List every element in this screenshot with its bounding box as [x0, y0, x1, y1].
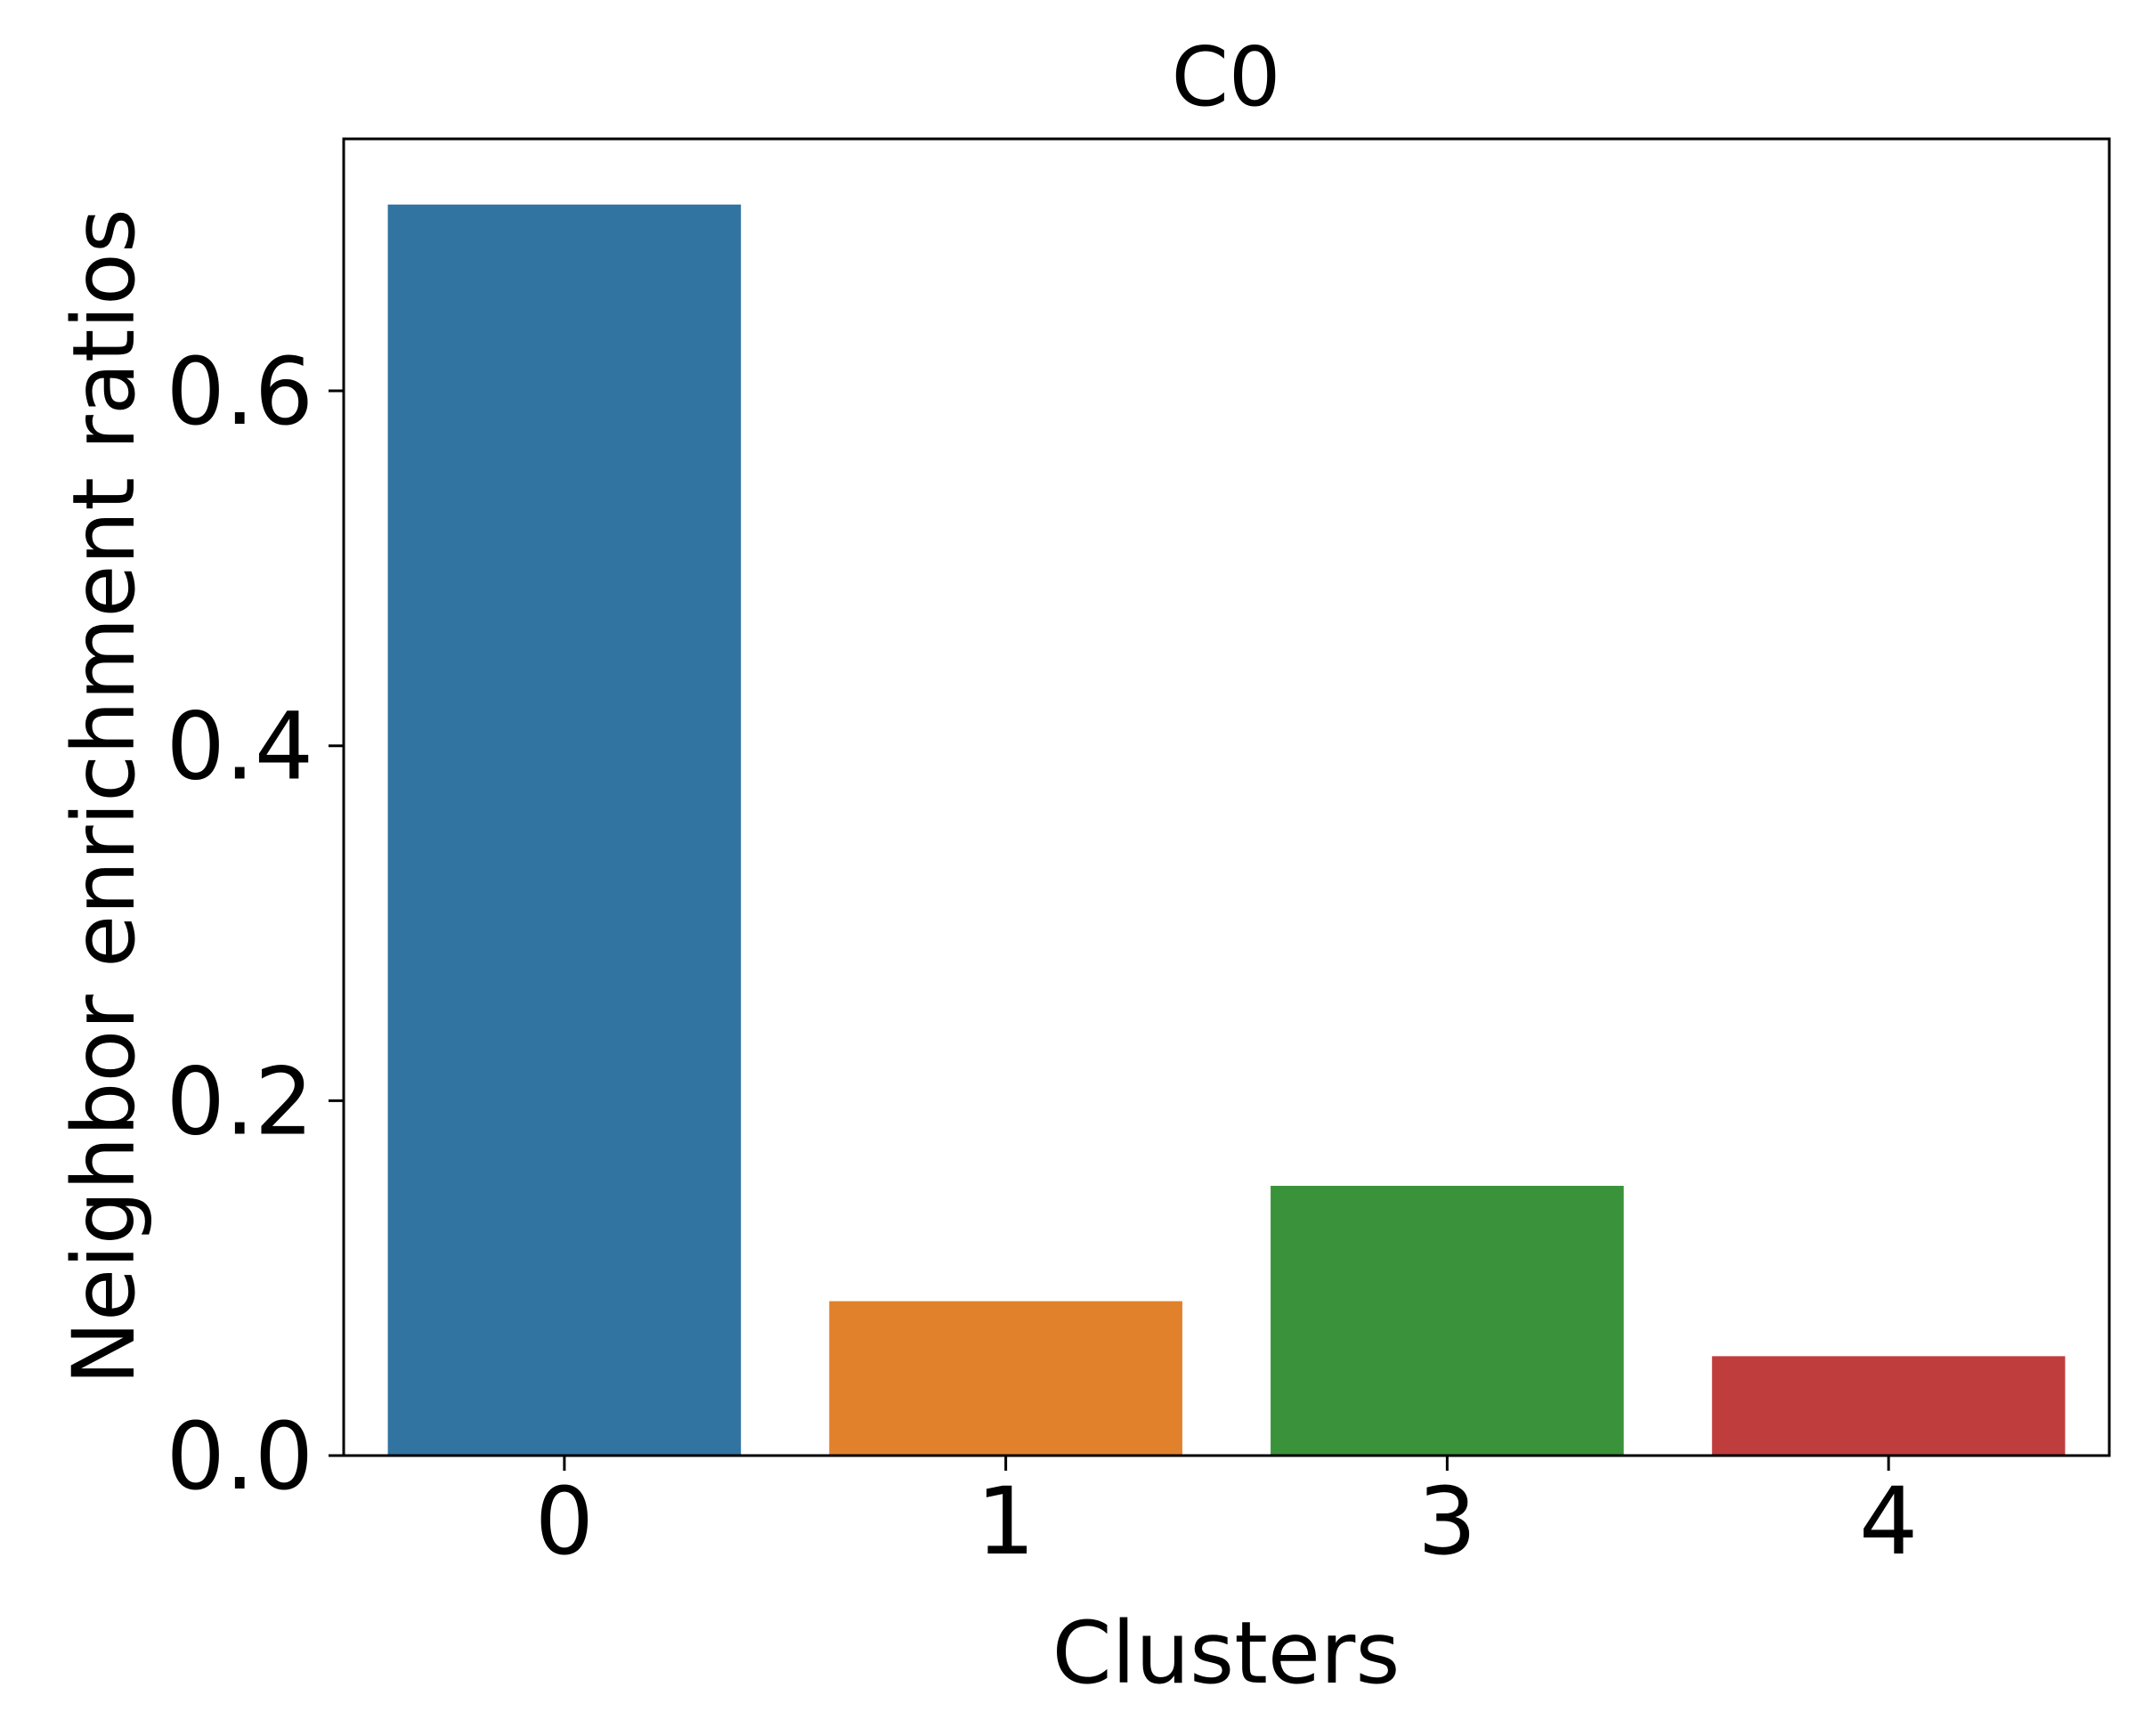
x-tick-label: 0	[535, 1467, 594, 1576]
bar-cluster-1	[829, 1301, 1182, 1456]
x-tick-label: 4	[1859, 1467, 1918, 1576]
x-tick-label: 1	[977, 1467, 1035, 1576]
y-axis-label: Neighbor enrichment ratios	[54, 208, 154, 1385]
bars-group	[387, 204, 2066, 1456]
bar-cluster-0	[387, 204, 742, 1456]
bar-cluster-3	[1271, 1186, 1624, 1456]
x-tick-label: 3	[1417, 1467, 1476, 1576]
y-tick-label: 0.0	[166, 1402, 313, 1511]
bar-cluster-4	[1711, 1356, 2066, 1456]
chart-title: C0	[1172, 29, 1281, 125]
y-tick-label: 0.2	[166, 1047, 313, 1156]
y-tick-label: 0.4	[166, 693, 313, 801]
y-axis: 0.0 0.2 0.4 0.6	[166, 337, 344, 1511]
y-tick-label: 0.6	[166, 337, 313, 446]
plot-frame	[342, 137, 2111, 1457]
x-axis-label: Clusters	[1052, 1603, 1401, 1703]
x-axis: 0 1 3 4	[535, 1456, 1918, 1576]
